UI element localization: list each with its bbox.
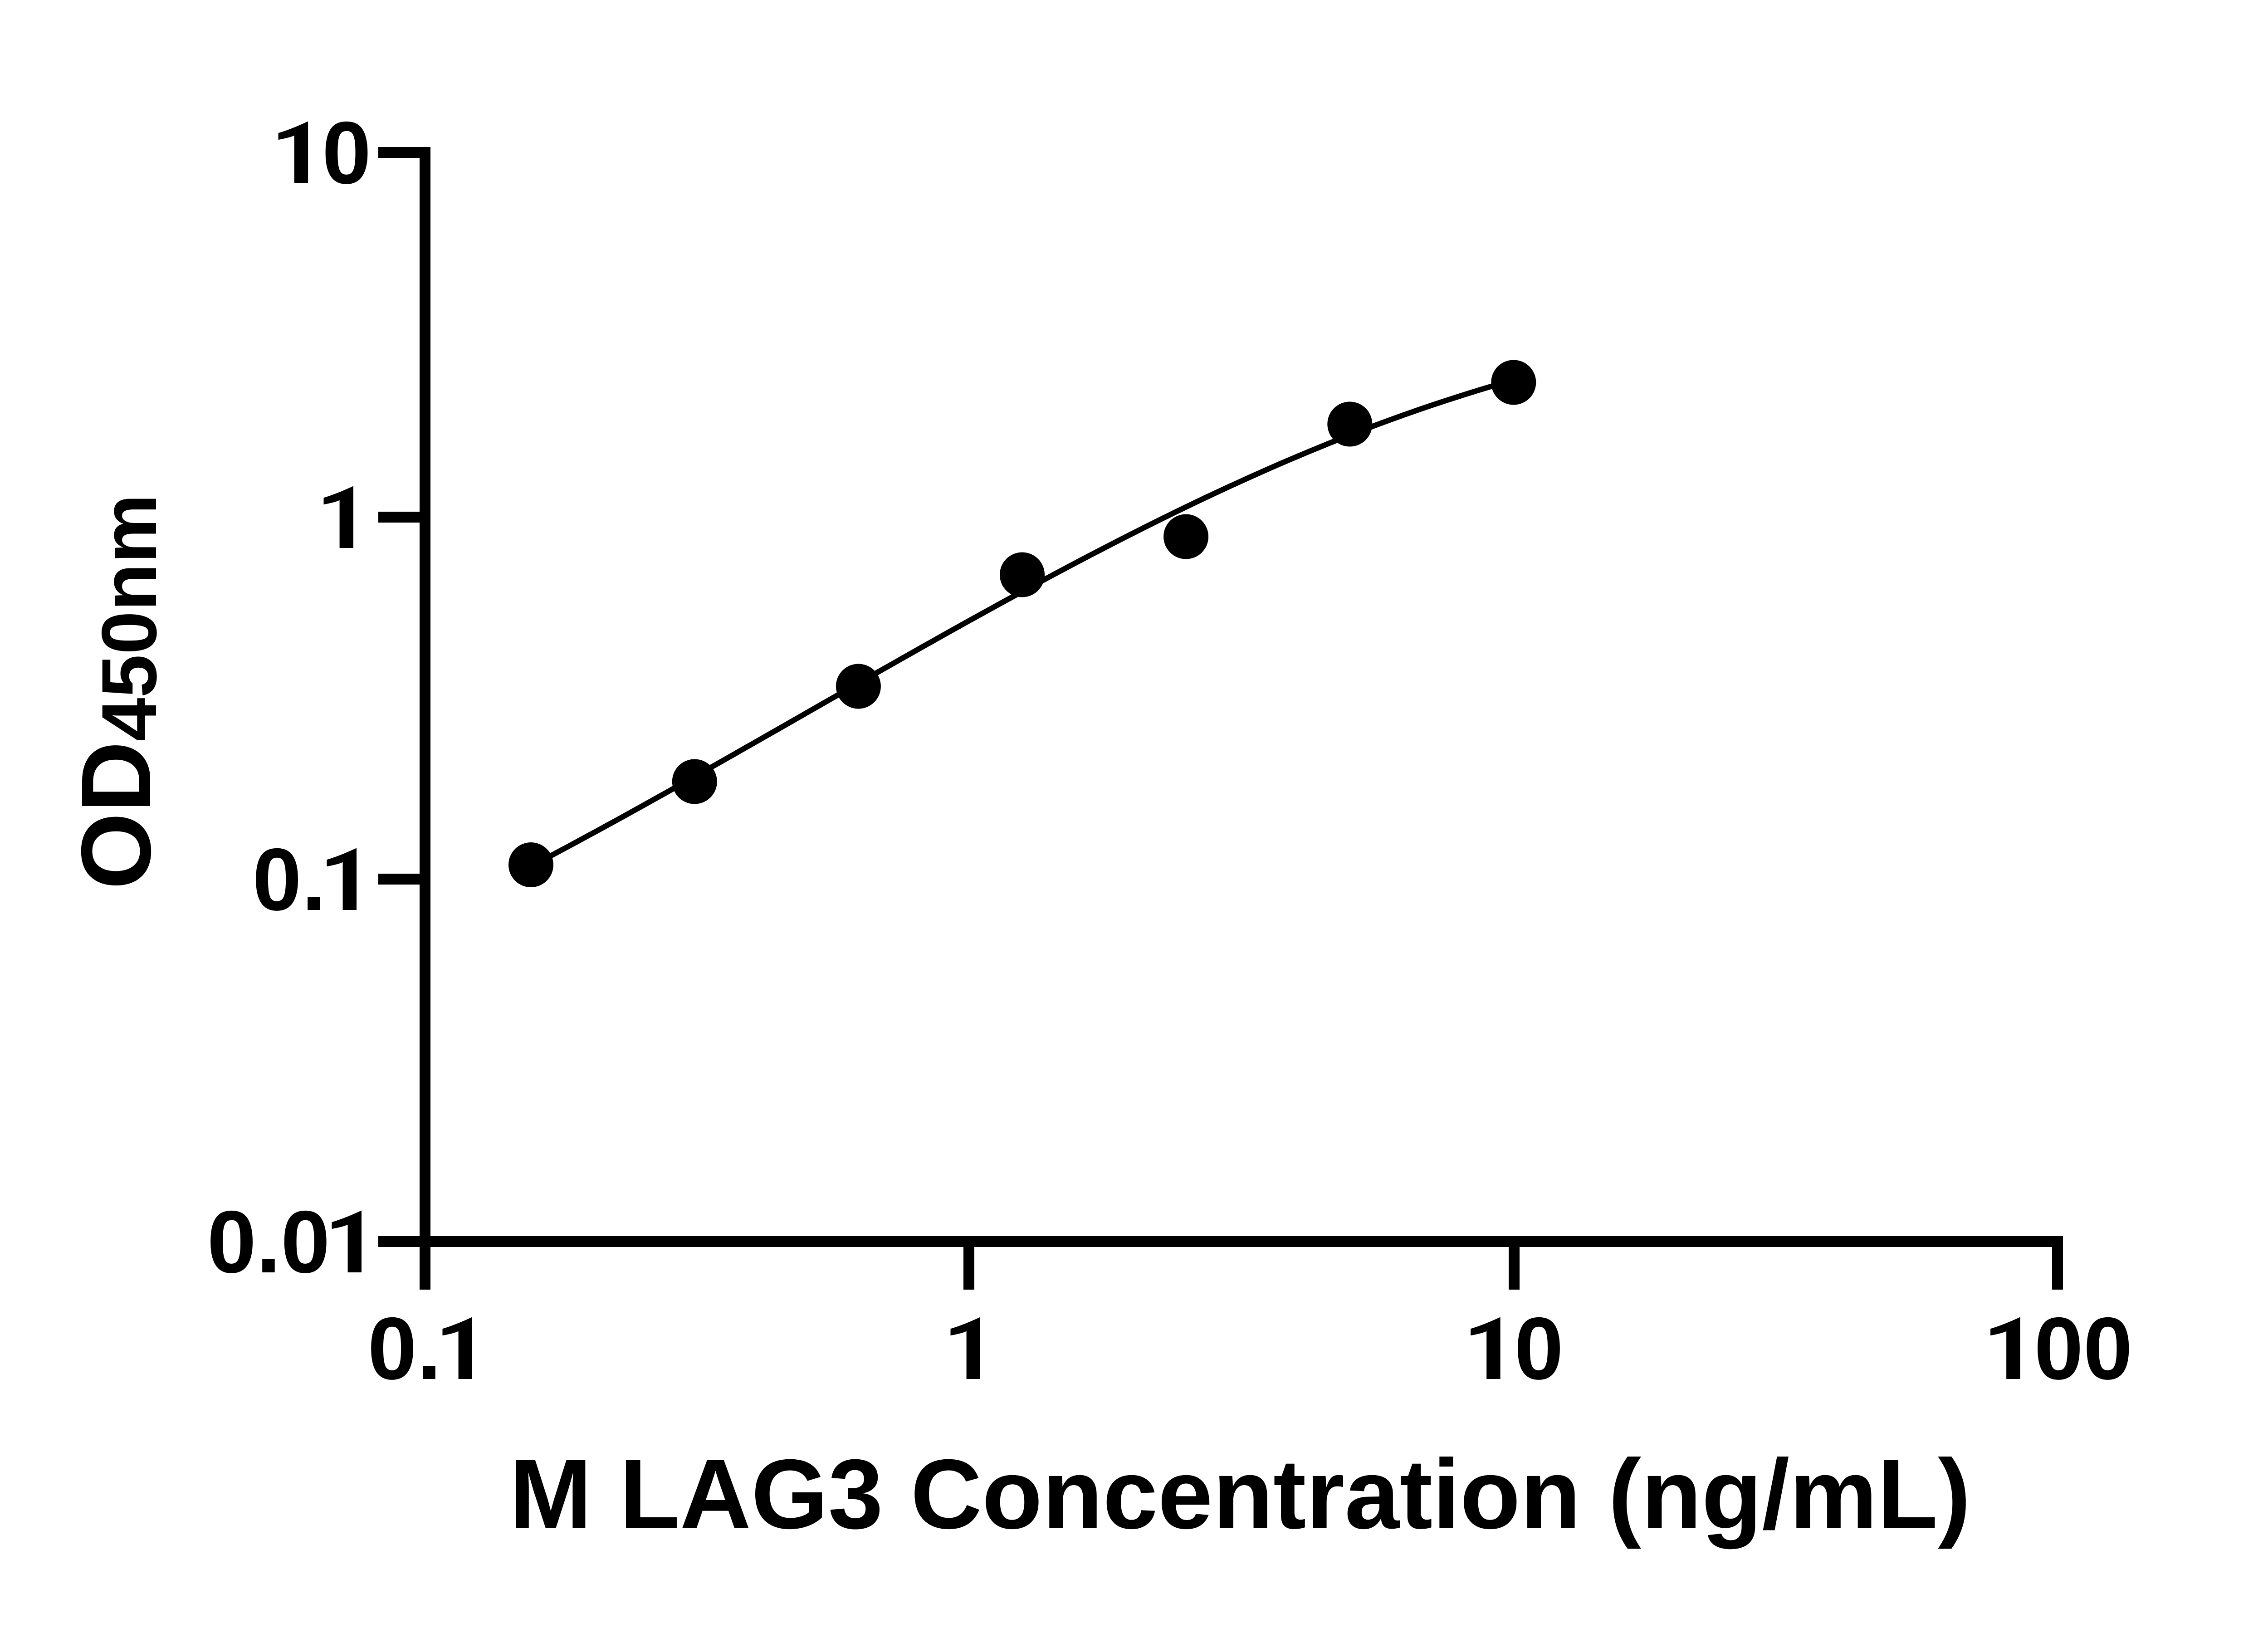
svg-text:0.: 0.: [368, 1299, 442, 1398]
svg-text:00: 00: [2034, 1299, 2132, 1398]
svg-text:M LAG3 Concentration (ng/mL): M LAG3 Concentration (ng/mL): [509, 1439, 1970, 1550]
svg-text:0: 0: [1514, 1299, 1563, 1398]
svg-text:0.: 0.: [253, 830, 327, 929]
svg-text:0: 0: [322, 103, 371, 202]
svg-text:0.0: 0.0: [207, 1193, 330, 1291]
svg-text:OD450nm: OD450nm: [61, 494, 173, 890]
